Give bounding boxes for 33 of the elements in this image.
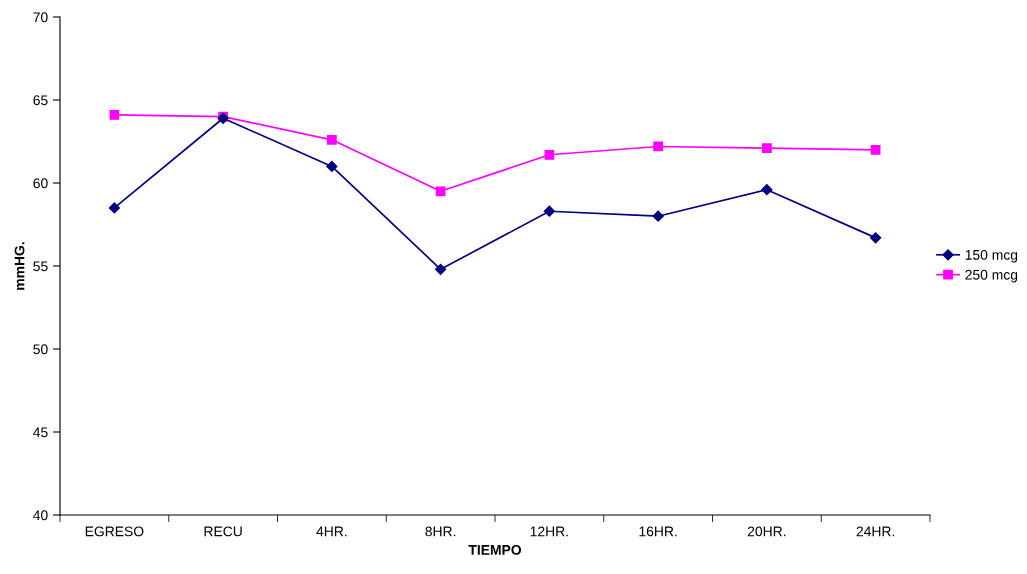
point	[870, 232, 882, 244]
point	[543, 205, 555, 217]
y-tick-label: 40	[33, 510, 48, 521]
point	[108, 202, 120, 214]
y-tick-label: 55	[33, 261, 48, 272]
point	[870, 144, 881, 155]
x-tick-label: RECU	[204, 526, 242, 537]
point	[652, 210, 664, 222]
point	[327, 134, 337, 145]
point	[653, 141, 663, 152]
y-axis-title: mmHG.	[14, 242, 25, 290]
x-tick-label: 4HR.	[316, 526, 347, 537]
x-tick-label: 12HR.	[530, 526, 568, 537]
x-tick-label: 24HR.	[856, 526, 895, 537]
point	[326, 160, 338, 173]
x-tick-label: 8HR.	[425, 526, 456, 537]
point	[109, 110, 120, 120]
point	[544, 149, 555, 160]
x-axis-title: TIEMPO	[468, 544, 522, 555]
y-tick-label: 45	[33, 427, 48, 438]
y-tick-label: 70	[33, 12, 48, 23]
x-tick-label: EGRESO	[85, 526, 144, 537]
x-tick-label: 16HR.	[639, 526, 677, 537]
y-tick-label: 60	[33, 178, 48, 189]
point	[435, 263, 447, 275]
x-tick-label: 20HR.	[747, 526, 786, 537]
point	[762, 143, 772, 154]
point	[435, 186, 446, 197]
y-tick-label: 65	[33, 95, 48, 106]
point	[761, 184, 773, 196]
legend-label: 150 mcg	[965, 249, 1018, 263]
legend-label: 250 mcg	[965, 269, 1018, 283]
y-tick-label: 50	[33, 344, 48, 355]
